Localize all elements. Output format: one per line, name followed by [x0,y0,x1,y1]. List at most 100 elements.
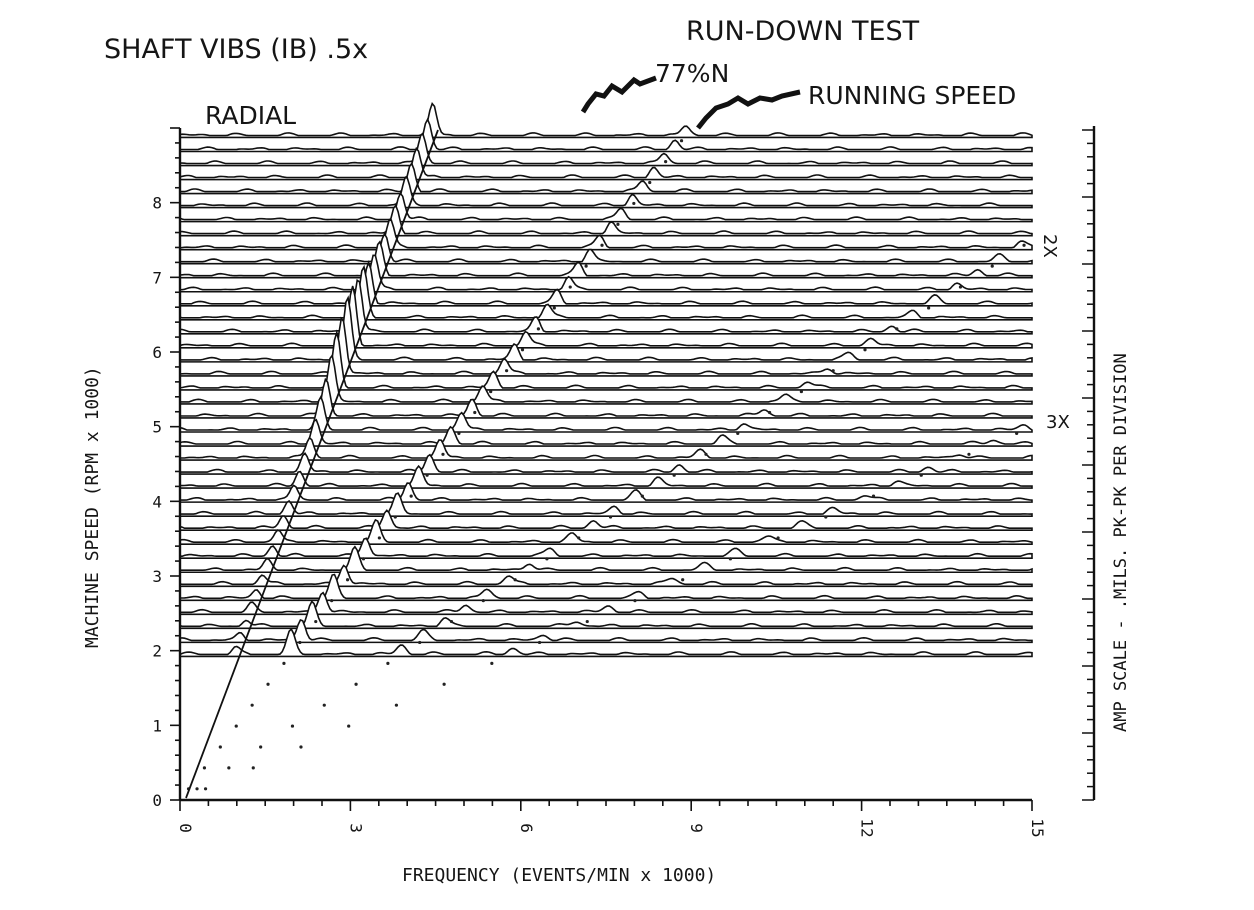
x-tick-label: 0 [176,823,195,833]
order-dot [457,431,461,435]
waterfall-trace [179,176,1033,209]
order-dot [824,515,828,519]
order-label-2x: 2X [1039,234,1060,258]
waterfall-trace [179,619,1033,644]
waterfall-trace [179,564,1033,588]
waterfall-trace [179,117,1033,153]
order-dot [552,306,556,310]
y-tick-label: 0 [152,791,162,810]
order-dot [1015,431,1019,435]
order-dot [441,452,445,456]
order-dot [282,661,286,665]
waterfall-trace [179,518,1033,545]
order-dot [640,494,644,498]
waterfall-trace [179,219,1033,251]
annotation-radial: RADIAL [205,101,296,130]
waterfall-trace [179,264,1033,321]
order-dot [227,766,231,770]
order-dot [490,661,494,665]
order-dot [520,348,525,352]
waterfall-trace [179,191,1033,223]
waterfall-trace [179,600,1033,630]
waterfall-trace [179,161,1033,195]
order-dot [250,703,254,707]
arrow-running-speed [696,89,801,130]
order-dot [863,348,867,352]
order-dot [990,264,994,268]
waterfall-trace [179,545,1033,574]
order-dot [679,139,684,143]
order-dot [545,557,549,561]
waterfall-trace [179,295,1033,363]
waterfall-trace [179,418,1033,447]
annotation-percent-speed: 77%N [655,59,729,88]
chart-title: SHAFT VIBS (IB) .5x [104,34,368,65]
annotation-running-speed: RUNNING SPEED [808,81,1016,110]
order-dot [831,369,835,373]
order-dot [568,285,572,289]
order-dot [632,201,636,206]
x-tick-label: 3 [346,823,365,833]
order-dot [513,578,517,582]
y-axis-label: MACHINE SPEED (RPM x 1000) [82,366,103,648]
order-dot [361,557,366,561]
order-dot [393,515,397,519]
order-dot [967,452,971,456]
order-dot [386,661,390,665]
order-dot [259,745,263,749]
y-tick-label: 7 [152,268,162,287]
waterfall-trace [179,591,1033,616]
y-tick-label: 8 [152,194,162,213]
waterfall-trace [179,232,1033,265]
order-dot [600,243,604,247]
waterfall-trace [179,482,1033,503]
order-dot [585,619,589,624]
x-tick-label: 12 [858,818,877,837]
waterfall-trace [179,573,1033,602]
order-dot [202,766,207,770]
order-dot [919,473,923,477]
order-dot [505,369,509,373]
order-dot [345,578,350,582]
y-tick-label: 3 [152,567,162,586]
order-dot [704,452,708,456]
order-dot [314,619,318,624]
chart-subtitle: RUN-DOWN TEST [686,16,920,47]
y-tick-label: 6 [152,343,162,362]
order-dot [266,682,270,686]
order-dot [736,431,740,435]
order-dot [648,180,652,185]
order-dot [418,640,422,645]
y-tick-label: 2 [152,642,162,661]
order-dot [577,536,581,540]
order-dot [298,640,302,645]
x-axis-label: FREQUENCY (EVENTS/MIN x 1000) [402,865,716,886]
order-dot [728,557,732,561]
y-tick-label: 4 [152,492,162,511]
waterfall-trace [179,146,1033,181]
order-dot [330,599,334,603]
order-label-3x: 3X [1046,412,1070,433]
order-dot [449,619,454,624]
order-dot [672,473,676,477]
order-dot [871,494,876,498]
x-axis: 0 3 6 9 12 15 [176,798,1047,838]
waterfall-trace [179,436,1033,461]
order-dot [251,766,255,770]
order-dot [799,389,803,394]
order-dot [1022,243,1026,247]
order-dot [394,703,399,707]
order-dot [927,306,931,310]
order-dot [473,410,477,415]
waterfall-trace [179,377,1033,419]
x-tick-label: 15 [1028,818,1047,837]
order-dot [299,745,303,749]
order-dot [218,745,222,749]
order-dot [377,536,381,540]
waterfall-trace [179,101,1033,139]
order-dot [681,578,685,582]
waterfall-traces [179,101,1033,658]
waterfall-trace [179,452,1033,475]
waterfall-trace [179,278,1033,335]
